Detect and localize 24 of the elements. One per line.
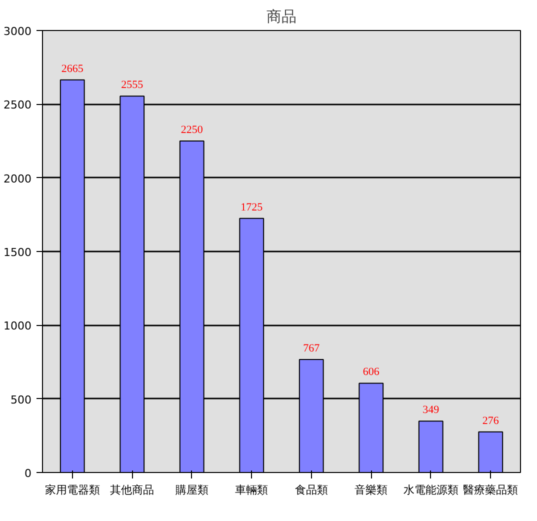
chart-title: 商品: [266, 8, 296, 26]
data-label: 349: [422, 404, 440, 416]
data-label: 1725: [240, 201, 264, 214]
x-tick-label: 醫療藥品類: [463, 484, 518, 496]
y-tick-label: 3000: [4, 25, 32, 38]
y-tick-label: 2500: [4, 98, 32, 112]
x-tick-label: 其他商品: [110, 484, 154, 496]
x-tick-label: 車輛類: [235, 484, 268, 496]
y-tick-label: 500: [10, 393, 32, 406]
y-tick-label: 1000: [4, 320, 32, 333]
x-tick-label: 水電能源類: [403, 484, 458, 496]
x-tick-label: 音樂類: [354, 484, 388, 496]
x-tick-label: 食品類: [294, 484, 328, 496]
y-tick-label: 1500: [4, 246, 32, 259]
data-label: 606: [362, 366, 380, 378]
y-tick-label: 0: [24, 467, 32, 480]
y-tick-label: 2000: [4, 172, 32, 186]
data-label: 2555: [121, 79, 144, 92]
x-tick-label: 購屋類: [175, 484, 208, 496]
data-label: 2250: [180, 124, 204, 136]
data-label: 276: [482, 414, 500, 427]
data-label: 767: [303, 342, 320, 354]
data-label: 2665: [61, 62, 84, 75]
x-tick-label: 家用電器類: [44, 484, 100, 496]
